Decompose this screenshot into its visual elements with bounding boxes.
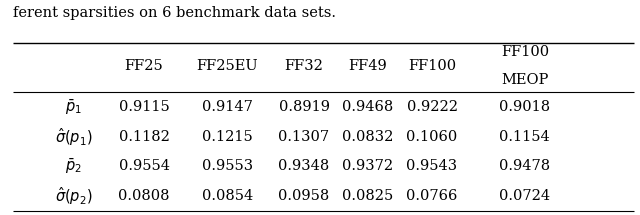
Text: $\hat{\sigma}(p_2)$: $\hat{\sigma}(p_2)$: [55, 185, 92, 207]
Text: 0.9018: 0.9018: [499, 100, 550, 114]
Text: $\bar{p}_1$: $\bar{p}_1$: [65, 98, 82, 117]
Text: FF32: FF32: [285, 58, 323, 73]
Text: 0.9553: 0.9553: [202, 159, 253, 173]
Text: $\hat{\sigma}(p_1)$: $\hat{\sigma}(p_1)$: [55, 126, 92, 148]
Text: 0.9554: 0.9554: [118, 159, 170, 173]
Text: 0.0825: 0.0825: [342, 189, 394, 203]
Text: 0.1060: 0.1060: [406, 130, 458, 144]
Text: 0.1215: 0.1215: [202, 130, 253, 144]
Text: FF25EU: FF25EU: [196, 58, 258, 73]
Text: 0.1154: 0.1154: [499, 130, 550, 144]
Text: 0.9478: 0.9478: [499, 159, 550, 173]
Text: 0.9222: 0.9222: [406, 100, 458, 114]
Text: 0.9115: 0.9115: [118, 100, 170, 114]
Text: 0.9147: 0.9147: [202, 100, 253, 114]
Text: FF25: FF25: [125, 58, 163, 73]
Text: 0.9372: 0.9372: [342, 159, 394, 173]
Text: $\bar{p}_2$: $\bar{p}_2$: [65, 157, 82, 176]
Text: 0.0832: 0.0832: [342, 130, 394, 144]
Text: 0.0854: 0.0854: [202, 189, 253, 203]
Text: MEOP: MEOP: [501, 72, 548, 87]
Text: 0.1307: 0.1307: [278, 130, 330, 144]
Text: 0.1182: 0.1182: [118, 130, 170, 144]
Text: FF49: FF49: [349, 58, 387, 73]
Text: 0.9348: 0.9348: [278, 159, 330, 173]
Text: 0.8919: 0.8919: [278, 100, 330, 114]
Text: 0.0724: 0.0724: [499, 189, 550, 203]
Text: FF100: FF100: [408, 58, 456, 73]
Text: 0.0808: 0.0808: [118, 189, 170, 203]
Text: ferent sparsities on 6 benchmark data sets.: ferent sparsities on 6 benchmark data se…: [13, 6, 336, 20]
Text: 0.9468: 0.9468: [342, 100, 394, 114]
Text: 0.0958: 0.0958: [278, 189, 330, 203]
Text: 0.0766: 0.0766: [406, 189, 458, 203]
Text: FF100: FF100: [500, 45, 549, 59]
Text: 0.9543: 0.9543: [406, 159, 458, 173]
